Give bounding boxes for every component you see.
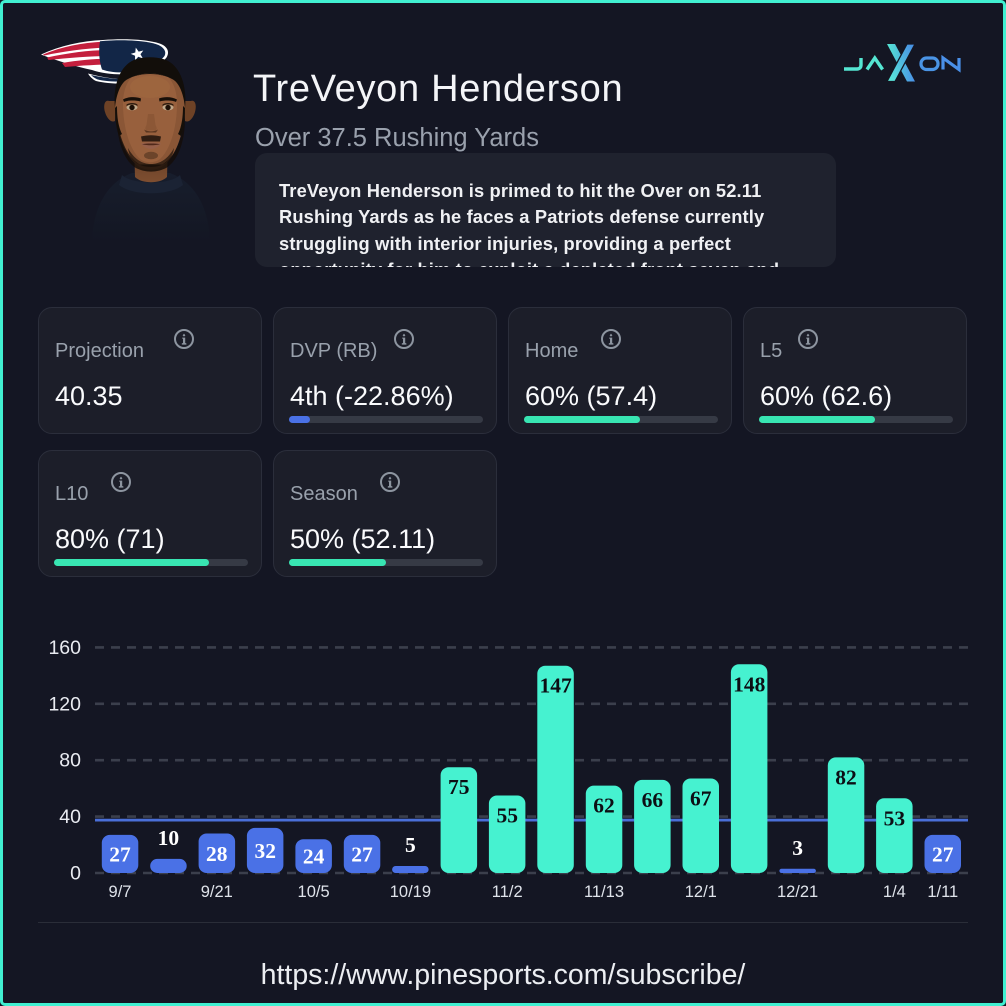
svg-text:82: 82 (835, 765, 857, 789)
svg-text:160: 160 (48, 637, 81, 659)
svg-text:9/7: 9/7 (109, 883, 132, 901)
svg-text:75: 75 (448, 775, 470, 799)
svg-text:147: 147 (539, 674, 572, 698)
svg-text:27: 27 (109, 843, 131, 867)
svg-text:3: 3 (792, 836, 803, 860)
svg-text:1/11: 1/11 (927, 883, 958, 901)
svg-text:11/13: 11/13 (584, 883, 624, 901)
svg-text:80: 80 (59, 750, 81, 772)
svg-text:12/21: 12/21 (777, 883, 818, 901)
svg-text:67: 67 (690, 787, 712, 811)
svg-text:10/19: 10/19 (390, 883, 431, 901)
svg-text:10: 10 (158, 826, 180, 850)
svg-text:10/5: 10/5 (298, 883, 330, 901)
svg-text:0: 0 (70, 863, 81, 885)
svg-text:11/2: 11/2 (492, 883, 523, 901)
svg-text:27: 27 (351, 843, 373, 867)
svg-text:27: 27 (932, 843, 954, 867)
svg-text:53: 53 (884, 806, 906, 830)
svg-text:66: 66 (642, 788, 664, 812)
svg-text:9/21: 9/21 (201, 883, 233, 901)
svg-text:148: 148 (733, 672, 766, 696)
svg-text:12/1: 12/1 (685, 883, 717, 901)
svg-text:62: 62 (593, 794, 615, 818)
svg-text:1/4: 1/4 (883, 883, 906, 901)
svg-text:120: 120 (48, 693, 81, 715)
svg-text:55: 55 (496, 804, 518, 828)
svg-text:24: 24 (303, 845, 325, 869)
svg-text:28: 28 (206, 842, 228, 866)
svg-text:32: 32 (254, 839, 276, 863)
svg-text:5: 5 (405, 833, 416, 857)
svg-text:40: 40 (59, 806, 81, 828)
